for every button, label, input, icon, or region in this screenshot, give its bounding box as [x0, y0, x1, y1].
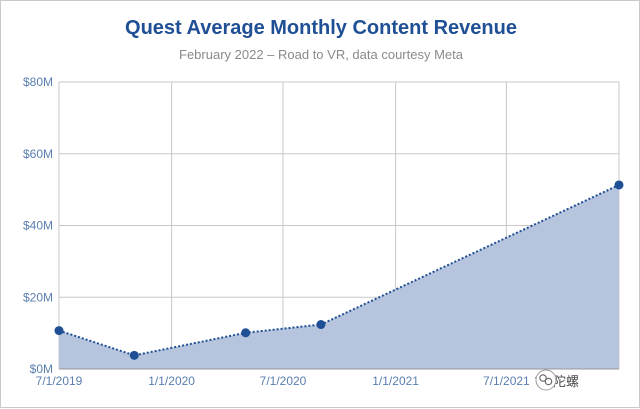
y-tick-label: $60M [23, 147, 53, 161]
watermark: VR陀螺 [535, 369, 579, 391]
data-point [316, 320, 326, 330]
x-tick-label: 7/1/2019 [36, 374, 83, 388]
y-tick-label: $80M [23, 75, 53, 89]
data-point [241, 328, 251, 338]
y-tick-label: $0M [30, 362, 53, 376]
chart-title: Quest Average Monthly Content Revenue [125, 17, 517, 39]
y-tick-label: $20M [23, 290, 53, 304]
y-tick-label: $40M [23, 219, 53, 233]
x-tick-label: 1/1/2020 [148, 374, 195, 388]
wechat-logo-icon [535, 369, 557, 391]
x-tick-label: 1/1/2021 [372, 374, 419, 388]
x-tick-label: 7/1/2021 [483, 374, 530, 388]
x-tick-label: 7/1/2020 [260, 374, 307, 388]
data-point [614, 180, 624, 190]
area-fill [59, 184, 619, 369]
data-point [54, 326, 64, 336]
chart-subtitle: February 2022 – Road to VR, data courtes… [179, 47, 463, 62]
data-point [129, 350, 139, 360]
